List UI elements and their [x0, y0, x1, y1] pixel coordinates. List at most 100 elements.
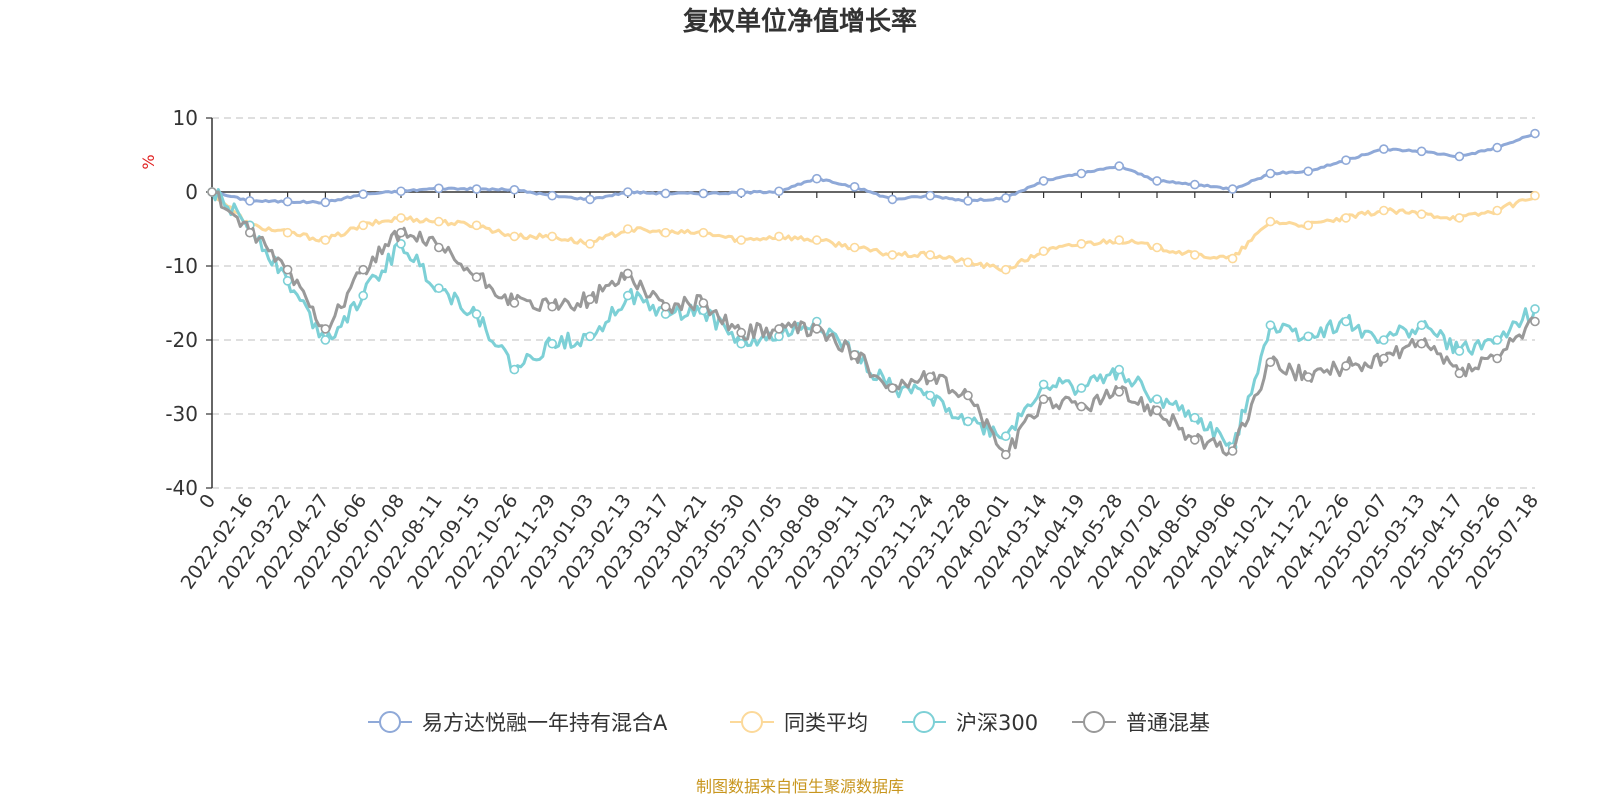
data-point: [1190, 412, 1200, 423]
data-point: [849, 182, 860, 192]
data-point: [660, 188, 671, 199]
legend-swatch-marker: [379, 711, 401, 733]
data-point: [1038, 379, 1049, 390]
series-line: [211, 190, 1537, 273]
data-point: [1000, 449, 1011, 460]
series-line: [211, 132, 1536, 205]
data-point: [396, 186, 406, 197]
data-point: [433, 216, 444, 227]
data-point: [736, 338, 747, 349]
data-point: [774, 186, 784, 197]
data-point: [396, 227, 406, 238]
data-point: [433, 242, 444, 253]
legend-swatch-marker: [741, 711, 763, 733]
data-point: [585, 294, 595, 305]
data-point: [1454, 368, 1465, 379]
data-point: [1303, 331, 1313, 342]
y-tick-label: 10: [173, 106, 198, 130]
data-point: [1265, 168, 1276, 179]
data-point: [811, 324, 822, 334]
series-line: [210, 188, 1537, 449]
data-point: [1379, 335, 1389, 345]
data-point: [622, 290, 633, 301]
data-point: [1416, 338, 1427, 349]
data-point: [849, 242, 860, 253]
data-point: [471, 220, 482, 231]
data-point: [1303, 372, 1313, 382]
data-point: [433, 283, 444, 294]
data-point: [509, 231, 520, 242]
data-point: [1416, 146, 1427, 157]
data-point: [358, 189, 369, 200]
data-point: [774, 324, 784, 334]
legend-swatch-marker: [913, 711, 935, 733]
data-point: [925, 190, 936, 201]
data-point: [1454, 213, 1465, 223]
data-point: [1114, 161, 1124, 171]
data-point: [925, 372, 936, 382]
data-point: [509, 364, 520, 375]
data-point: [963, 257, 973, 268]
data-point: [1000, 431, 1011, 442]
data-point: [245, 227, 255, 238]
data-source-note: 制图数据来自恒生聚源数据库: [696, 777, 904, 796]
data-point: [320, 324, 331, 334]
series-lines: [207, 128, 1540, 460]
legend: 易方达悦融一年持有混合A 同类平均 沪深300 普通混基: [368, 711, 1210, 735]
data-point: [1416, 320, 1427, 331]
data-point: [1492, 205, 1502, 216]
data-point: [1076, 239, 1087, 249]
data-point: [1000, 264, 1011, 275]
data-point: [811, 235, 822, 245]
data-point: [963, 416, 973, 427]
data-point: [1416, 209, 1427, 219]
data-point: [547, 231, 558, 242]
data-point: [963, 196, 973, 206]
data-point: [1265, 357, 1276, 368]
data-point: [1379, 144, 1389, 154]
legend-swatch-marker: [1083, 711, 1105, 733]
data-point: [282, 196, 293, 207]
y-tick-label: -30: [165, 402, 198, 426]
data-point: [1038, 246, 1049, 256]
data-point: [887, 250, 898, 260]
data-point: [547, 338, 558, 349]
data-point: [282, 227, 293, 238]
data-point: [1379, 205, 1389, 216]
data-point: [1190, 250, 1200, 260]
y-tick-label: -20: [165, 328, 198, 352]
y-tick-label: 0: [185, 180, 198, 204]
data-point: [1152, 176, 1162, 186]
chart-title: 复权单位净值增长率: [683, 6, 917, 37]
data-point: [1000, 193, 1011, 203]
data-point: [849, 349, 860, 360]
data-point: [1265, 216, 1276, 227]
data-point: [622, 187, 633, 197]
data-point: [1303, 220, 1313, 231]
data-point: [1341, 155, 1351, 165]
data-point: [1152, 242, 1162, 253]
data-point: [320, 235, 331, 245]
data-point: [207, 187, 217, 197]
y-axis: 10 0 -10 -20 -30 -40: [165, 106, 213, 500]
data-point: [925, 390, 936, 401]
data-point: [1076, 401, 1087, 412]
data-point: [358, 264, 369, 275]
data-point: [1190, 179, 1200, 190]
data-point: [1227, 446, 1238, 456]
data-point: [1530, 190, 1540, 201]
data-point: [547, 190, 558, 201]
data-point: [1341, 316, 1351, 327]
data-point: [509, 184, 520, 195]
data-point: [471, 309, 482, 319]
data-point: [1454, 151, 1465, 162]
data-point: [1076, 383, 1087, 393]
data-point: [660, 227, 671, 238]
data-point: [358, 220, 369, 231]
legend-label: 易方达悦融一年持有混合A: [422, 711, 668, 735]
data-point: [433, 183, 444, 194]
data-point: [925, 250, 936, 260]
data-point: [509, 298, 520, 308]
data-point: [774, 231, 784, 242]
